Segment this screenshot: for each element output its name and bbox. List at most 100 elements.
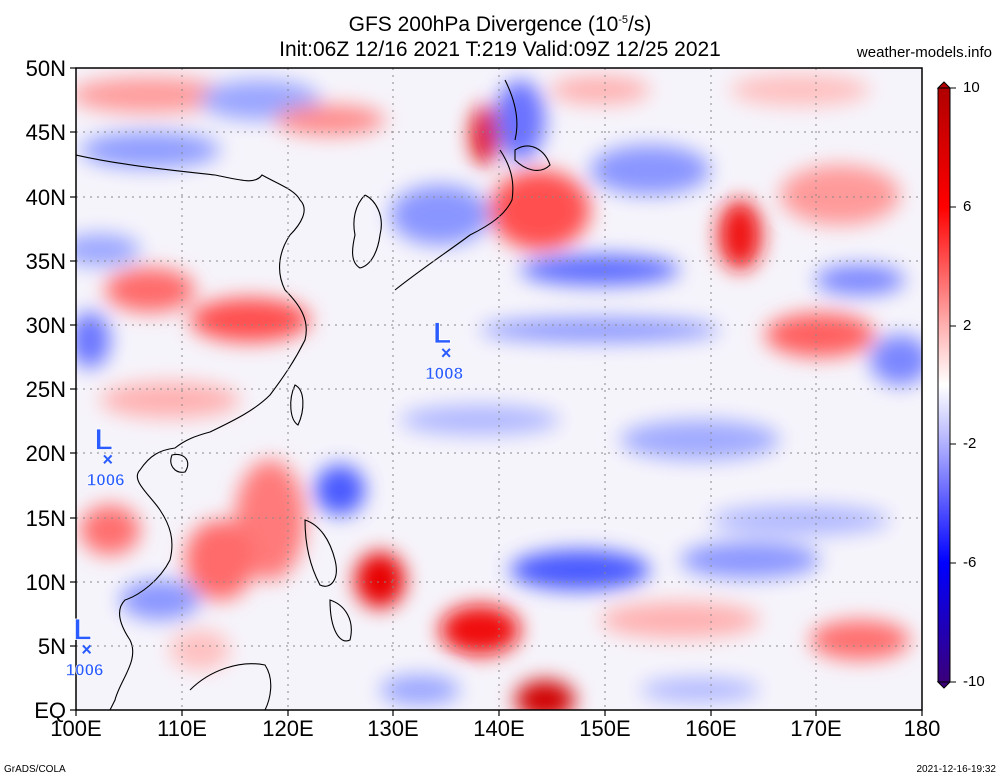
lon-label-120e: 120E bbox=[262, 716, 314, 741]
low-center-marker: × bbox=[102, 450, 113, 470]
low-center-marker: × bbox=[81, 640, 92, 660]
div-patch bbox=[315, 465, 365, 515]
low-center-marker: × bbox=[441, 343, 452, 363]
taiwan bbox=[290, 384, 304, 426]
asia-coast bbox=[76, 154, 307, 710]
lon-label-140e: 140E bbox=[473, 716, 525, 741]
colorbar-label-6: 6 bbox=[963, 198, 972, 215]
div-patch bbox=[815, 265, 905, 295]
div-patch bbox=[380, 675, 460, 705]
lat-label-50n: 50N bbox=[25, 56, 66, 81]
luzon bbox=[304, 519, 337, 587]
div-patch bbox=[765, 313, 875, 357]
japan-hokkaido bbox=[514, 145, 551, 171]
low-pressure-center: L×1006 bbox=[65, 613, 104, 680]
lat-label-10n: 10N bbox=[25, 570, 66, 595]
div-patch bbox=[80, 505, 140, 555]
div-patch bbox=[440, 605, 520, 655]
div-patch bbox=[590, 145, 710, 195]
colorbar-label-neg6: -6 bbox=[963, 554, 977, 571]
div-patch bbox=[390, 185, 490, 245]
lon-label-130e: 130E bbox=[367, 716, 419, 741]
lat-label-45n: 45N bbox=[25, 120, 66, 145]
low-pressure-value: 1008 bbox=[425, 364, 463, 383]
borneo bbox=[189, 663, 272, 710]
div-patch bbox=[550, 76, 650, 104]
low-pressure-value: 1006 bbox=[87, 471, 125, 490]
div-patch bbox=[355, 552, 405, 608]
map-title: GFS 200hPa Divergence (10-5/s) bbox=[348, 13, 652, 36]
div-patch bbox=[810, 620, 910, 660]
footer-timestamp: 2021-12-16-19:32 bbox=[916, 764, 996, 775]
lat-label-eq: EQ bbox=[34, 698, 66, 723]
colorbar bbox=[936, 81, 956, 689]
div-patch bbox=[170, 630, 230, 670]
map-subtitle: Init:06Z 12/16 2021 T:219 Valid:09Z 12/2… bbox=[279, 38, 721, 61]
colorbar-label-2: 2 bbox=[963, 317, 972, 334]
div-patch bbox=[620, 420, 780, 460]
lat-label-35n: 35N bbox=[25, 249, 66, 274]
div-patch bbox=[471, 105, 499, 165]
hainan bbox=[170, 453, 189, 473]
div-patch bbox=[400, 405, 560, 435]
div-patch bbox=[870, 335, 922, 385]
low-pressure-value: 1006 bbox=[66, 661, 104, 680]
div-patch bbox=[600, 602, 760, 638]
low-letter: L bbox=[73, 614, 91, 647]
colorbar-label-10: 10 bbox=[963, 79, 980, 96]
low-pressure-center: L×1008 bbox=[425, 317, 463, 384]
lat-label-5n: 5N bbox=[37, 634, 66, 659]
div-patch bbox=[520, 255, 680, 285]
lat-label-15n: 15N bbox=[25, 506, 66, 531]
colorbar-scale bbox=[937, 87, 951, 683]
lon-label-110e: 110E bbox=[157, 716, 207, 741]
divergence-field bbox=[76, 74, 922, 710]
div-patch bbox=[730, 74, 870, 106]
div-patch bbox=[185, 520, 255, 600]
lon-label-150e: 150E bbox=[579, 716, 631, 741]
div-patch bbox=[515, 680, 575, 710]
colorbar-bottom-arrow bbox=[936, 681, 952, 689]
colorbar-label-neg2: -2 bbox=[963, 435, 977, 452]
sakhalin bbox=[504, 79, 518, 141]
div-patch bbox=[718, 200, 762, 270]
korea-coast bbox=[352, 194, 382, 269]
div-patch bbox=[275, 105, 385, 135]
div-patch bbox=[100, 382, 240, 418]
mindanao bbox=[329, 599, 352, 642]
div-patch bbox=[76, 234, 140, 266]
grid-lines bbox=[76, 68, 922, 710]
div-patch bbox=[190, 298, 310, 342]
lat-label-40n: 40N bbox=[25, 185, 66, 210]
div-patch bbox=[480, 318, 720, 342]
lon-label-160e: 160E bbox=[685, 716, 737, 741]
colorbar-top-arrow bbox=[936, 81, 952, 89]
low-pressure-center: L×1006 bbox=[87, 423, 125, 490]
colorbar-label-neg10: -10 bbox=[963, 673, 985, 690]
tick-marks bbox=[70, 67, 923, 716]
lon-label-180: 180 bbox=[903, 716, 941, 741]
div-patch bbox=[76, 312, 110, 368]
lon-label-170e: 170E bbox=[790, 716, 842, 741]
low-letter: L bbox=[433, 317, 451, 350]
div-patch bbox=[510, 550, 650, 590]
div-patch bbox=[640, 678, 760, 702]
div-patch bbox=[76, 77, 230, 113]
div-patch bbox=[680, 542, 820, 578]
div-patch bbox=[710, 505, 890, 535]
lat-label-25n: 25N bbox=[25, 377, 66, 402]
japan-honshu bbox=[394, 149, 514, 291]
lat-label-20n: 20N bbox=[25, 441, 66, 466]
coastlines bbox=[76, 79, 551, 710]
footer-software: GrADS/COLA bbox=[4, 764, 66, 775]
div-patch bbox=[80, 132, 220, 168]
low-letter: L bbox=[95, 424, 113, 457]
div-patch bbox=[120, 580, 200, 620]
div-patch bbox=[495, 80, 545, 160]
div-patch bbox=[105, 268, 195, 312]
div-patch bbox=[780, 165, 900, 225]
div-patch bbox=[490, 170, 590, 250]
site-credit: weather-models.info bbox=[856, 44, 992, 61]
